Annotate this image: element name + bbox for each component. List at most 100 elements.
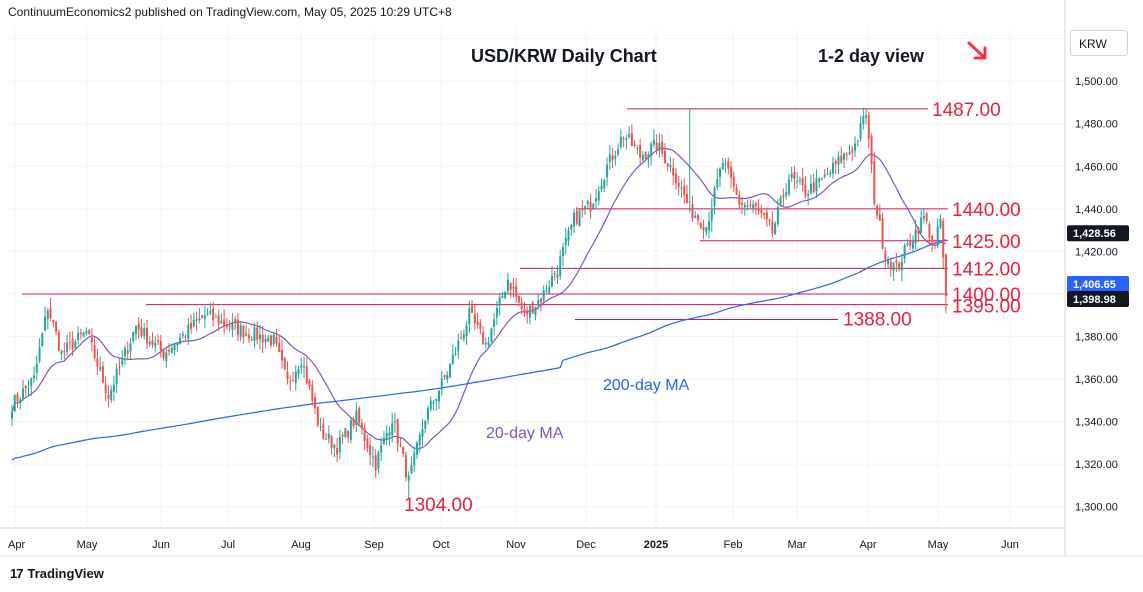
candle-body [239,325,242,337]
candle-body [699,222,702,228]
x-tick-label: Sep [364,539,384,551]
candle-body [165,352,168,361]
y-tick-label: 1,300.00 [1075,502,1118,514]
candle-body [793,171,796,179]
candle-body [407,475,410,481]
candle-body [515,285,518,297]
candle-body [55,321,58,332]
candle-body [451,354,454,364]
y-tick-label: 1,360.00 [1075,374,1118,386]
candle-body [702,227,705,231]
candle-body [471,305,474,313]
candle-body [462,334,465,339]
candle-body [851,149,854,153]
candle-body [829,172,832,174]
candle-body [724,163,727,165]
candle-body [380,445,383,453]
candle-body [787,179,790,194]
candle-body [826,174,829,176]
candle-body [807,193,810,196]
candle-body [581,207,584,211]
candle-body [936,226,939,246]
candle-body [184,336,187,338]
candle-body [865,115,868,118]
candle-body [628,134,631,138]
candle-body [625,138,628,141]
candle-body [438,390,441,402]
candle-body [710,208,713,222]
candle-body [27,387,30,389]
candle-body [363,428,366,441]
tradingview-logo[interactable]: 17 TradingView [10,566,104,581]
candle-body [837,156,840,165]
candle-body [823,174,826,177]
candle-body [212,308,215,321]
candle-body [443,375,446,378]
candle-body [617,149,620,155]
candle-body [487,342,490,346]
candle-body [134,325,137,334]
candle-body [597,191,600,201]
ma20-line [11,147,947,450]
candle-body [347,430,350,438]
candle-body [658,142,661,152]
candle-body [399,445,402,447]
candle-body [427,408,430,420]
candle-body [878,214,881,221]
candle-body [129,343,132,352]
candle-body [63,350,66,352]
candle-body [170,347,173,353]
candle-body [630,133,633,147]
candle-body [173,344,176,351]
candle-body [369,445,372,456]
candle-body [550,275,553,287]
candle-body [424,421,427,429]
candle-body [567,229,570,241]
candle-body [245,333,248,336]
candle-body [217,315,220,325]
candle-body [674,173,677,184]
candle-body [754,202,757,207]
candle-body [286,371,289,380]
candle-body [677,182,680,187]
candle-body [360,422,363,429]
candle-body [917,227,920,234]
price-tag-label: 1,406.65 [1073,279,1116,291]
candle-body [672,167,675,176]
candle-body [834,160,837,165]
candle-body [206,313,209,315]
candle-body [330,435,333,448]
candle-body [68,341,71,343]
candle-body [820,177,823,180]
candle-body [484,342,487,345]
candle-body [355,410,358,425]
candle-body [79,332,82,335]
candle-body [506,279,509,292]
candle-body [115,368,118,384]
candle-body [225,324,228,327]
symbol-box[interactable]: KRW [1070,30,1128,56]
candle-body [939,218,942,228]
x-tick-label: Mar [788,539,807,551]
candle-body [110,390,113,401]
x-tick-label: Jun [1001,539,1019,551]
candle-body [911,241,914,249]
candle-body [512,287,515,289]
candle-body [495,308,498,318]
price-tag-label: 1,428.56 [1073,228,1116,240]
level-label: 1412.00 [952,259,1021,280]
candle-body [749,204,752,206]
candle-body [639,144,642,158]
level-label: 1400.00 [952,285,1021,306]
candle-body [457,340,460,351]
candle-body [187,324,190,339]
candle-body [11,412,13,419]
grid [8,28,1065,528]
y-tick-label: 1,380.00 [1075,332,1118,344]
level-label: 1487.00 [932,100,1001,121]
candle-body [848,152,851,155]
candle-body [253,327,256,342]
candle-body [881,218,884,249]
candle-body [179,337,182,344]
candle-body [553,273,556,275]
